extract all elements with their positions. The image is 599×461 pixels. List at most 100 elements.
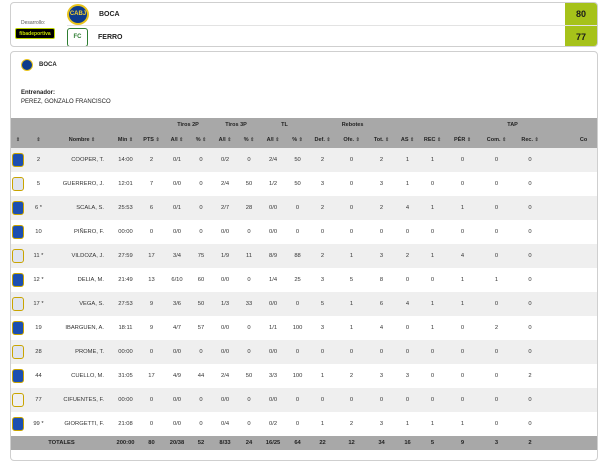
column-header-label: A/I bbox=[170, 137, 178, 143]
table-row[interactable]: 77 CIFUENTES, F. 00:00 0 0/0 0 0/0 0 0/0 0 0 0 0 0 0 0 0… bbox=[11, 388, 597, 412]
column-header-number[interactable]: ⇕ bbox=[25, 132, 52, 148]
table-row[interactable]: 10 PIÑERO, F. 00:00 0 0/0 0 0/0 0 0/0 0 0 0 0 0 0 0 0 0 bbox=[11, 220, 597, 244]
stat-ofe: 0 bbox=[336, 388, 368, 412]
player-name[interactable]: PIÑERO, F. bbox=[52, 220, 112, 244]
player-name[interactable]: VEGA, S. bbox=[52, 292, 112, 316]
stat-p3pct: 0 bbox=[238, 148, 261, 172]
stat-tl: 0/0 bbox=[260, 292, 287, 316]
stat-extra bbox=[546, 244, 597, 268]
player-name[interactable]: COOPER, T. bbox=[52, 148, 112, 172]
table-row[interactable]: 5 GUERRERO, J. 12:01 7 0/0 0 2/4 50 1/2 50 3 0 3 1 0 0 0… bbox=[11, 172, 597, 196]
player-name[interactable]: DELIA, M. bbox=[52, 268, 112, 292]
sort-arrows-icon[interactable]: ⇕ bbox=[91, 137, 96, 143]
stat-min: 18:11 bbox=[112, 316, 139, 340]
column-header-tlpct[interactable]: % ⇕ bbox=[286, 132, 310, 148]
stat-p3: 0/2 bbox=[212, 148, 239, 172]
sort-arrows-icon[interactable]: ⇕ bbox=[466, 137, 472, 143]
column-header-ofe[interactable]: Ofe. ⇕ bbox=[336, 132, 368, 148]
stat-p2: 3/6 bbox=[164, 292, 190, 316]
sort-arrows-icon[interactable]: ⇕ bbox=[326, 137, 331, 143]
column-header-tl[interactable]: A/I ⇕ bbox=[260, 132, 287, 148]
stat-p2pct: 0 bbox=[190, 196, 213, 220]
column-header-photo[interactable]: ⇕ bbox=[11, 132, 25, 148]
player-name[interactable]: CIFUENTES, F. bbox=[52, 388, 112, 412]
player-name[interactable]: SCALA, S. bbox=[52, 196, 112, 220]
column-header-rec[interactable]: REC ⇕ bbox=[419, 132, 447, 148]
stat-p2pct: 0 bbox=[190, 412, 213, 436]
sponsor-logo[interactable]: fibadeportiva bbox=[15, 28, 55, 39]
sort-arrows-icon[interactable]: ⇕ bbox=[128, 137, 134, 143]
home-team-row[interactable]: CABJ BOCA bbox=[67, 3, 597, 25]
stat-p2: 0/1 bbox=[164, 196, 190, 220]
column-header-per[interactable]: PÉR ⇕ bbox=[446, 132, 480, 148]
sort-arrows-icon[interactable]: ⇕ bbox=[155, 137, 160, 143]
sort-arrows-icon[interactable]: ⇕ bbox=[502, 137, 507, 143]
box-score-table: Tiros 2P Tiros 3P TL Rebotes TAP ⇕ ⇕ Nomb… bbox=[11, 118, 597, 450]
column-header-as[interactable]: AS ⇕ bbox=[396, 132, 420, 148]
player-name[interactable]: VILDOZA, J. bbox=[52, 244, 112, 268]
table-row[interactable]: 6 * SCALA, S. 25:53 6 0/1 0 2/7 28 0/0 0 2 0 2 4 1 1 0 0 bbox=[11, 196, 597, 220]
table-row[interactable]: 17 * VEGA, S. 27:53 9 3/6 50 1/3 33 0/0 0 5 1 6 4 1 1 0 0 bbox=[11, 292, 597, 316]
total-p3: 8/33 bbox=[212, 436, 239, 450]
column-header-row: ⇕ ⇕ Nombre ⇕ Min ⇕ PTS ⇕ A/I ⇕% ⇕ A/I ⇕% ⇕ A/I… bbox=[11, 132, 597, 148]
column-header-p3pct[interactable]: % ⇕ bbox=[238, 132, 261, 148]
column-header-p3[interactable]: A/I ⇕ bbox=[212, 132, 239, 148]
player-name[interactable]: PROME, T. bbox=[52, 340, 112, 364]
column-header-tot[interactable]: Tot. ⇕ bbox=[367, 132, 397, 148]
player-name[interactable]: IBARGUEN, A. bbox=[52, 316, 112, 340]
sort-arrows-icon[interactable]: ⇕ bbox=[202, 137, 207, 143]
table-row[interactable]: 28 PROME, T. 00:00 0 0/0 0 0/0 0 0/0 0 0 0 0 0 0 0 0 0 bbox=[11, 340, 597, 364]
table-row[interactable]: 2 COOPER, T. 14:00 2 0/1 0 0/2 0 2/4 50 2 0 2 1 1 0 0 0 bbox=[11, 148, 597, 172]
sort-arrows-icon[interactable]: ⇕ bbox=[36, 137, 41, 143]
sort-arrows-icon[interactable]: ⇕ bbox=[355, 137, 360, 143]
stat-min: 21:08 bbox=[112, 412, 139, 436]
group-header-row: Tiros 2P Tiros 3P TL Rebotes TAP bbox=[11, 118, 597, 132]
column-header-min[interactable]: Min ⇕ bbox=[112, 132, 139, 148]
sort-arrows-icon[interactable]: ⇕ bbox=[250, 137, 255, 143]
sort-arrows-icon[interactable]: ⇕ bbox=[534, 137, 539, 143]
player-photo bbox=[11, 148, 25, 172]
player-name[interactable]: GUERRERO, J. bbox=[52, 172, 112, 196]
player-name[interactable]: GIORGETTI, F. bbox=[52, 412, 112, 436]
stat-com: 2 bbox=[479, 316, 515, 340]
table-row[interactable]: 11 * VILDOZA, J. 27:59 17 3/4 75 1/9 11 8/9 88 2 1 3… bbox=[11, 244, 597, 268]
stat-ofe: 0 bbox=[336, 196, 368, 220]
table-row[interactable]: 19 IBARGUEN, A. 18:11 9 4/7 57 0/0 0 1/1 100 3 1 4 0 1… bbox=[11, 316, 597, 340]
table-row[interactable]: 12 * DELIA, M. 21:49 13 6/10 60 0/0 0 1/4 25 3 5 8 0 0… bbox=[11, 268, 597, 292]
column-header-trec[interactable]: Rec. ⇕ bbox=[514, 132, 547, 148]
table-row[interactable]: 99 * GIORGETTI, F. 21:08 0 0/0 0 0/4 0 0/2 0 1 2 3 1 1… bbox=[11, 412, 597, 436]
column-header-p2[interactable]: A/I ⇕ bbox=[164, 132, 190, 148]
column-header-name[interactable]: Nombre ⇕ bbox=[52, 132, 112, 148]
stat-com: 0 bbox=[479, 220, 515, 244]
stat-tlpct: 0 bbox=[286, 412, 310, 436]
column-header-pts[interactable]: PTS ⇕ bbox=[139, 132, 164, 148]
sort-arrows-icon[interactable]: ⇕ bbox=[385, 137, 390, 143]
sort-arrows-icon[interactable]: ⇕ bbox=[298, 137, 303, 143]
column-header-label: Com. bbox=[486, 137, 501, 143]
stat-p3pct: 50 bbox=[238, 172, 261, 196]
sort-arrows-icon[interactable]: ⇕ bbox=[410, 137, 415, 143]
stat-ofe: 0 bbox=[336, 172, 368, 196]
sort-arrows-icon[interactable]: ⇕ bbox=[15, 137, 21, 143]
stat-pts: 0 bbox=[139, 340, 164, 364]
stat-extra bbox=[546, 388, 597, 412]
coach-label: Entrenador: bbox=[21, 90, 56, 96]
stat-rec: 1 bbox=[419, 292, 447, 316]
table-row[interactable]: 44 CUELLO, M. 31:05 17 4/9 44 2/4 50 3/3 100 1 2 3 3 0… bbox=[11, 364, 597, 388]
player-name[interactable]: CUELLO, M. bbox=[52, 364, 112, 388]
stat-tl: 1/2 bbox=[260, 172, 287, 196]
player-jersey-icon bbox=[12, 225, 24, 239]
column-header-def[interactable]: Def. ⇕ bbox=[309, 132, 337, 148]
sort-arrows-icon[interactable]: ⇕ bbox=[437, 137, 442, 143]
away-team-row[interactable]: FC FERRO bbox=[67, 26, 597, 46]
stat-rec: 0 bbox=[419, 388, 447, 412]
stat-tlpct: 100 bbox=[286, 316, 310, 340]
sort-arrows-icon[interactable]: ⇕ bbox=[275, 137, 280, 143]
stat-com: 0 bbox=[479, 148, 515, 172]
column-header-p2pct[interactable]: % ⇕ bbox=[190, 132, 213, 148]
column-header-com[interactable]: Com. ⇕ bbox=[479, 132, 515, 148]
sort-arrows-icon[interactable]: ⇕ bbox=[179, 137, 184, 143]
panel-header: BOCA bbox=[21, 59, 57, 71]
group-header-tap: TAP bbox=[479, 118, 547, 132]
sort-arrows-icon[interactable]: ⇕ bbox=[227, 137, 232, 143]
